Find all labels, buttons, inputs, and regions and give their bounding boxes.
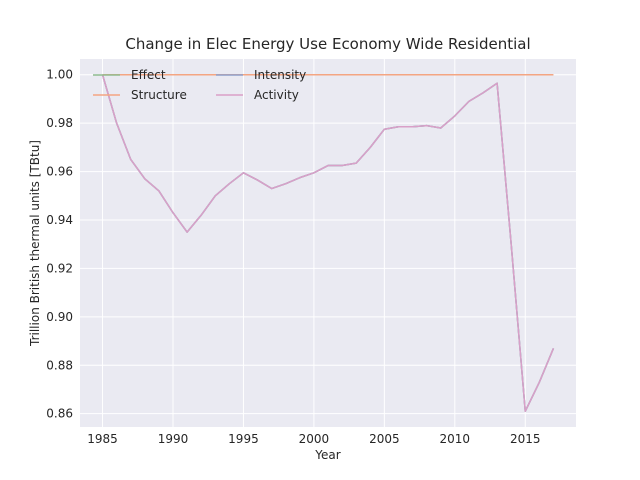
x-tick-label: 2010 bbox=[440, 432, 471, 446]
legend-label-activity: Activity bbox=[254, 88, 299, 102]
series-line-activity bbox=[101, 74, 555, 413]
legend-label-structure: Structure bbox=[131, 88, 187, 102]
legend-label-effect: Effect bbox=[131, 68, 166, 82]
chart-title: Change in Elec Energy Use Economy Wide R… bbox=[125, 35, 530, 53]
y-tick-label: 1.00 bbox=[46, 68, 73, 82]
y-axis-label: Trillion British thermal units [TBtu] bbox=[28, 140, 42, 347]
x-tick-label: 2005 bbox=[369, 432, 400, 446]
x-tick-label: 2000 bbox=[299, 432, 330, 446]
x-tick-label: 1990 bbox=[158, 432, 189, 446]
legend-label-intensity: Intensity bbox=[254, 68, 306, 82]
x-tick-label: 1985 bbox=[87, 432, 118, 446]
plot-area bbox=[80, 59, 576, 427]
x-axis-label: Year bbox=[314, 448, 340, 462]
series-lines bbox=[101, 73, 555, 413]
y-tick-label: 0.94 bbox=[46, 213, 73, 227]
x-tick-label: 2015 bbox=[510, 432, 541, 446]
legend: Effect Structure Intensity Activity bbox=[93, 68, 306, 102]
y-tick-label: 0.88 bbox=[46, 358, 73, 372]
y-tick-label: 0.90 bbox=[46, 310, 73, 324]
y-tick-label: 0.92 bbox=[46, 261, 73, 275]
x-tick-labels: 1985 1990 1995 2000 2005 2010 2015 bbox=[87, 432, 540, 446]
x-tick-label: 1995 bbox=[228, 432, 259, 446]
y-tick-label: 0.96 bbox=[46, 165, 73, 179]
y-tick-label: 0.98 bbox=[46, 116, 73, 130]
y-tick-labels: 0.86 0.88 0.90 0.92 0.94 0.96 0.98 1.00 bbox=[46, 68, 73, 421]
y-tick-label: 0.86 bbox=[46, 407, 73, 421]
